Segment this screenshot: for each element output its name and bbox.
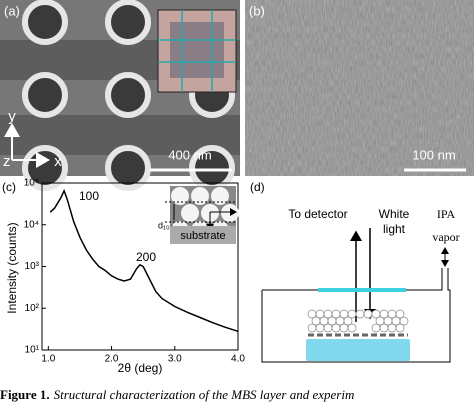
panel-label: (c)	[2, 180, 16, 194]
panel-label: (d)	[250, 180, 265, 194]
y-tick-label: 10⁵	[24, 178, 39, 189]
y-tick-label: 10²	[25, 303, 40, 314]
panel-d: (d) To detector White light IPA vapor	[250, 180, 460, 363]
label: To detector	[288, 207, 347, 221]
panel-a: (a) y z x 400 nm	[0, 0, 240, 191]
x-tick-label: 3.0	[168, 354, 182, 365]
panel-label: (a)	[4, 3, 20, 18]
sem-texture	[245, 0, 474, 176]
scale-bar-label: 400 nm	[168, 147, 211, 162]
substrate	[170, 226, 236, 244]
x-tick-label: 4.0	[231, 354, 245, 365]
axis-label: y	[8, 108, 16, 125]
caption: Figure 1. Structural characterization of …	[0, 387, 354, 402]
y-tick-label: 10¹	[25, 345, 40, 356]
x-axis-label: 2θ (deg)	[118, 361, 163, 375]
sphere-layer	[307, 309, 409, 333]
annotation: 200	[136, 250, 156, 264]
label: vapor	[432, 230, 459, 244]
label: light	[383, 222, 406, 236]
panel-c: (c) Intensity (counts) 2θ (deg) 100 200 …	[2, 178, 245, 376]
y-axis-label: Intensity (counts)	[5, 222, 19, 313]
axis-label: z	[3, 153, 11, 170]
caption-label: Figure 1.	[0, 387, 50, 402]
inset-diagram: d₁₀₀ substrate	[158, 186, 239, 244]
axis-label: x	[54, 153, 62, 170]
window	[318, 288, 406, 292]
annotation: d₁₀₀	[158, 220, 174, 230]
label: White	[379, 207, 410, 221]
y-tick-label: 10³	[25, 261, 40, 272]
panel-b: (b) 100 nm	[245, 0, 474, 176]
substrate	[306, 339, 410, 361]
x-tick-label: 1.0	[41, 354, 55, 365]
inset-grid	[158, 10, 236, 92]
annotation: substrate	[180, 230, 225, 242]
panel-label: (b)	[249, 3, 265, 18]
caption-text: Structural characterization of the MBS l…	[54, 387, 355, 402]
annotation: 100	[79, 189, 99, 203]
y-tick-label: 10⁴	[24, 219, 39, 230]
inset-sample	[170, 22, 224, 78]
scale-bar-label: 100 nm	[412, 147, 455, 162]
data-line	[49, 188, 239, 333]
x-tick-label: 2.0	[105, 354, 119, 365]
label: IPA	[437, 207, 456, 221]
